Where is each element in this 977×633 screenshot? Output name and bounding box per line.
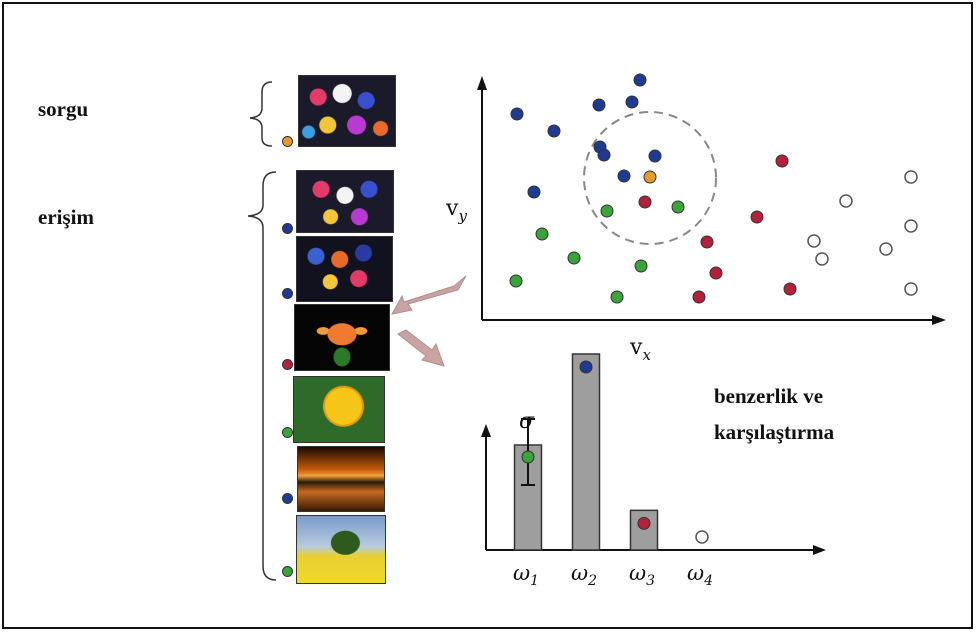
scatter-point-white (904, 282, 918, 296)
result-image-2 (296, 236, 393, 302)
scatter-point-red (638, 195, 652, 209)
scatter-point-white (807, 234, 821, 248)
result-image-4 (293, 376, 385, 443)
result-image-6 (296, 515, 386, 584)
bar-ω3 (629, 509, 659, 551)
scatter-point-blue (592, 98, 606, 112)
bar-x-label: ω2 (571, 561, 597, 589)
sigma-label: σ (519, 409, 535, 434)
scatter-point-blue (648, 149, 662, 163)
result-dot-1 (282, 223, 293, 234)
scatter-point-blue (617, 169, 631, 183)
arrow-to-similarity (397, 329, 445, 367)
result-image-1 (296, 170, 394, 233)
bar-marker-ω1 (521, 450, 535, 464)
bar-x-arrowhead (813, 545, 826, 555)
scatter-point-white (815, 252, 829, 266)
similarity-label-line2: karşılaştırma (714, 420, 835, 444)
bar-y-arrowhead (481, 424, 491, 437)
bar-marker-ω2 (579, 360, 593, 374)
result-dot-3 (282, 359, 293, 370)
bar-marker-ω3 (637, 516, 651, 530)
scatter-point-white (879, 242, 893, 256)
bar-x-label: ω1 (513, 561, 539, 589)
query-brace (249, 81, 273, 147)
bar-x-labels: ω1 ω2 ω3 ω4 (513, 561, 713, 589)
result-image-3 (294, 304, 390, 371)
result-dot-5 (282, 493, 293, 504)
retrieval-brace (247, 171, 277, 581)
retrieval-label: erişim (38, 205, 94, 229)
bar-marker-ω4 (695, 530, 709, 544)
scatter-point-green (535, 227, 549, 241)
similarity-label-line1: benzerlik ve (714, 384, 824, 408)
result-image-5 (297, 446, 385, 512)
scatter-point-orange (643, 170, 657, 184)
bars (513, 353, 709, 551)
scatter-x-label: vx (629, 335, 651, 364)
scatter-y-label: vy (445, 196, 467, 225)
scatter-point-blue (527, 185, 541, 199)
query-dot (282, 136, 293, 147)
scatter-point-white (904, 219, 918, 233)
scatter-point-red (700, 235, 714, 249)
scatter-point-red (775, 154, 789, 168)
bar-x-label: ω4 (687, 561, 713, 589)
scatter-point-blue (510, 107, 524, 121)
scatter-point-blue (633, 73, 647, 87)
scatter-point-green (634, 259, 648, 273)
scatter-point-green (567, 251, 581, 265)
scatter-point-green (509, 274, 523, 288)
result-dot-2 (282, 288, 293, 299)
scatter-point-blue (625, 95, 639, 109)
scatter-point-white (904, 170, 918, 184)
scatter-point-green (610, 290, 624, 304)
scatter-point-red (750, 210, 764, 224)
scatter-point-blue (547, 124, 561, 138)
scatter-point-red (692, 290, 706, 304)
scatter-point-green (671, 200, 685, 214)
scatter-y-arrowhead (477, 76, 487, 90)
scatter-point-blue (597, 148, 611, 162)
scatter-points (509, 73, 918, 304)
scatter-point-red (709, 266, 723, 280)
result-dot-4 (282, 427, 293, 438)
result-dot-6 (282, 566, 293, 577)
query-label: sorgu (38, 97, 89, 121)
scatter-point-white (839, 194, 853, 208)
arrow-to-retrieval (391, 275, 467, 315)
scatter-point-green (600, 204, 614, 218)
query-image (298, 75, 396, 147)
bar-x-label: ω3 (629, 561, 655, 589)
scatter-point-red (783, 282, 797, 296)
scatter-x-arrowhead (932, 315, 946, 325)
bar-ω2 (571, 353, 601, 551)
query-neighborhood-circle (583, 111, 717, 245)
